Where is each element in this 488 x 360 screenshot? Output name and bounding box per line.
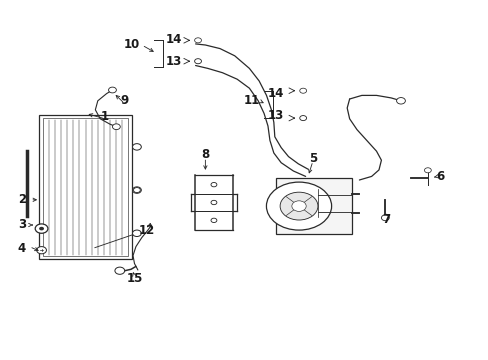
Circle shape xyxy=(132,187,141,193)
Circle shape xyxy=(112,124,120,130)
Text: 12: 12 xyxy=(138,224,155,237)
Circle shape xyxy=(115,267,124,274)
Text: 13: 13 xyxy=(165,55,182,68)
Circle shape xyxy=(211,218,217,222)
Text: 1: 1 xyxy=(101,111,109,123)
Circle shape xyxy=(35,224,48,233)
Text: 3: 3 xyxy=(18,219,26,231)
Circle shape xyxy=(108,87,116,93)
Circle shape xyxy=(299,88,306,93)
Text: 8: 8 xyxy=(201,148,209,161)
Circle shape xyxy=(132,230,141,237)
Circle shape xyxy=(266,182,331,230)
Circle shape xyxy=(37,247,46,254)
Text: 14: 14 xyxy=(165,33,182,46)
Text: 13: 13 xyxy=(267,109,284,122)
Text: 11: 11 xyxy=(243,94,260,107)
Bar xyxy=(276,178,351,234)
Text: 6: 6 xyxy=(435,170,443,183)
Text: 2: 2 xyxy=(18,193,26,206)
Text: 10: 10 xyxy=(123,39,140,51)
Circle shape xyxy=(424,168,430,173)
Circle shape xyxy=(194,59,201,64)
Circle shape xyxy=(39,227,44,230)
Circle shape xyxy=(291,201,305,211)
Text: 4: 4 xyxy=(18,242,26,255)
Bar xyxy=(39,115,132,259)
Circle shape xyxy=(132,144,141,150)
Circle shape xyxy=(280,192,317,220)
Circle shape xyxy=(133,188,140,193)
Text: 14: 14 xyxy=(267,87,284,100)
Text: 15: 15 xyxy=(126,273,142,285)
Text: 9: 9 xyxy=(121,94,128,107)
Circle shape xyxy=(211,183,217,187)
Circle shape xyxy=(381,215,388,221)
Bar xyxy=(43,118,128,256)
Circle shape xyxy=(194,38,201,43)
Circle shape xyxy=(396,98,405,104)
Circle shape xyxy=(299,116,306,121)
Text: 5: 5 xyxy=(308,152,316,165)
Text: 7: 7 xyxy=(382,213,389,226)
Circle shape xyxy=(211,200,217,204)
